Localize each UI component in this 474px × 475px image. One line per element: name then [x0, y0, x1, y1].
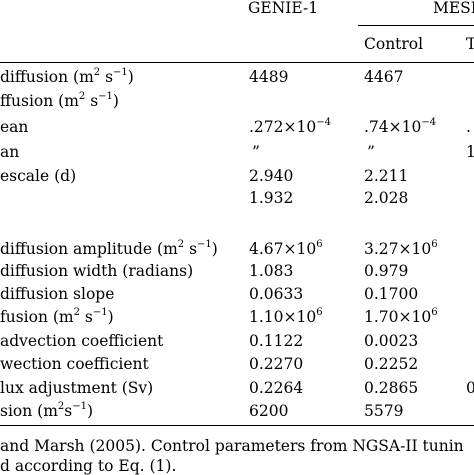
column-header-genie: GENIE-1	[248, 0, 319, 17]
row-label: lux adjustment (Sv)	[0, 379, 154, 397]
control-cell: 0.979	[364, 262, 409, 280]
control-cell: 4467	[364, 68, 404, 86]
genie-cell: 1.10×106	[249, 307, 323, 327]
caption-line-2: d according to Eq. (1).	[0, 457, 177, 475]
control-cell: ”	[367, 143, 375, 161]
row-label: sion (m2s−1)	[0, 401, 94, 421]
genie-cell: 0.0633	[249, 285, 304, 303]
genie-cell: 0.1122	[249, 332, 304, 350]
caption-line-1: and Marsh (2005). Control parameters fro…	[0, 437, 464, 455]
subheader-next: T	[466, 35, 474, 53]
genie-cell: .272×10−4	[249, 117, 331, 137]
next-column-cell: 1	[466, 143, 474, 161]
control-cell: 2.211	[364, 167, 409, 185]
row-label: wection coefficient	[0, 355, 149, 373]
row-label: ffusion (m2 s−1)	[0, 91, 119, 111]
genie-cell: 6200	[249, 402, 289, 420]
control-cell: 0.1700	[364, 285, 419, 303]
control-cell: 0.0023	[364, 332, 419, 350]
control-cell: 0.2865	[364, 379, 419, 397]
genie-cell: 1.932	[249, 189, 294, 207]
control-cell: 1.70×106	[364, 307, 438, 327]
header-partial-rule	[358, 25, 474, 26]
control-cell: .74×10−4	[364, 117, 437, 137]
row-label: an	[0, 143, 20, 161]
row-label: diffusion width (radians)	[0, 262, 194, 280]
row-label: advection coefficient	[0, 332, 164, 350]
row-label: escale (d)	[0, 167, 77, 185]
bottom-rule	[0, 425, 474, 426]
column-header-mesmo: MESM	[433, 0, 474, 17]
subheader-control: Control	[364, 35, 424, 53]
genie-cell: 4.67×106	[249, 239, 323, 259]
row-label: fusion (m2 s−1)	[0, 307, 114, 327]
genie-cell: ”	[252, 143, 260, 161]
control-cell: 3.27×106	[364, 239, 438, 259]
control-cell: 0.2252	[364, 355, 419, 373]
next-column-cell: .	[466, 118, 471, 136]
row-label: diffusion slope	[0, 285, 115, 303]
row-label: diffusion amplitude (m2 s−1)	[0, 239, 218, 259]
control-cell: 2.028	[364, 189, 409, 207]
genie-cell: 1.083	[249, 262, 294, 280]
row-label: ean	[0, 118, 29, 136]
genie-cell: 2.940	[249, 167, 294, 185]
genie-cell: 4489	[249, 68, 289, 86]
row-label: diffusion (m2 s−1)	[0, 67, 134, 87]
control-cell: 5579	[364, 402, 404, 420]
header-rule	[0, 62, 474, 63]
genie-cell: 0.2264	[249, 379, 304, 397]
genie-cell: 0.2270	[249, 355, 304, 373]
next-column-cell: 0	[466, 379, 474, 397]
